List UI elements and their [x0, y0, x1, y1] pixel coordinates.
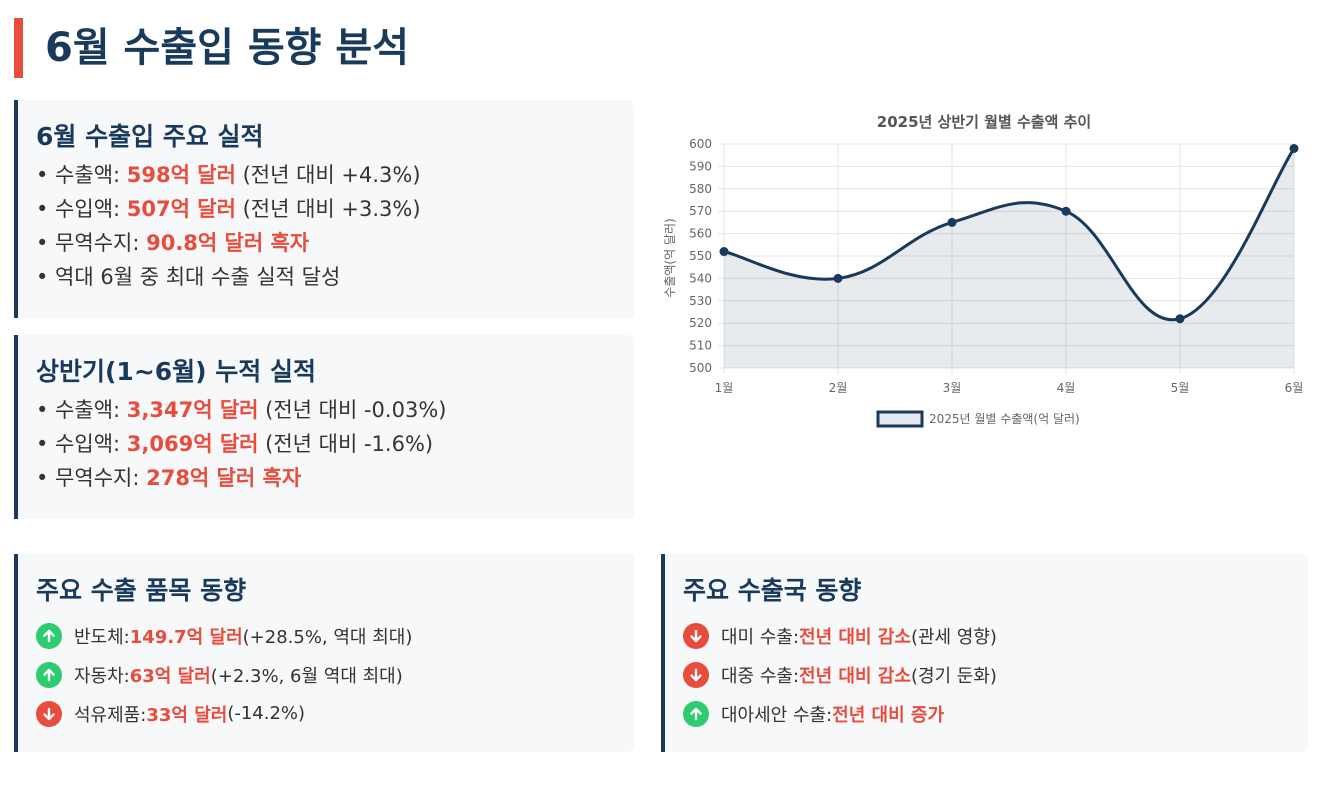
- list-item: • 수출액: 598억 달러 (전년 대비 +4.3%): [36, 163, 421, 187]
- card-heading: 주요 수출국 동향: [683, 576, 862, 605]
- arrow-up-icon: [36, 622, 62, 649]
- y-tick-label: 550: [689, 249, 712, 263]
- arrow-up-icon: [683, 700, 709, 727]
- arrow-down-icon: [683, 622, 709, 649]
- x-tick-label: 2월: [829, 381, 848, 395]
- y-tick-label: 570: [689, 204, 712, 218]
- x-tick-label: 5월: [1171, 381, 1190, 395]
- card-heading: 6월 수출입 주요 실적: [36, 122, 264, 151]
- half-year-card: 상반기(1~6월) 누적 실적 • 수출액: 3,347억 달러 (전년 대비 …: [14, 335, 634, 519]
- chart-area: [724, 148, 1294, 368]
- list-item: 대미 수출: 전년 대비 감소 (관세 영향): [683, 616, 1308, 655]
- x-tick-label: 1월: [715, 381, 734, 395]
- data-point: [1175, 314, 1185, 324]
- title-accent-bar: [14, 18, 23, 78]
- chart-points: [719, 143, 1299, 324]
- export-country-list: 대미 수출: 전년 대비 감소 (관세 영향) 대중 수출: 전년 대비 감소 …: [683, 616, 1308, 733]
- y-tick-label: 520: [689, 316, 712, 330]
- list-item: 대아세안 수출: 전년 대비 증가: [683, 694, 1308, 733]
- chart-svg: 2025년 상반기 월별 수출액 추이 500 510 520 530 540 550 56…: [663, 113, 1304, 428]
- chart-grid: [718, 143, 1295, 374]
- data-point: [719, 247, 729, 257]
- export-items-card: 주요 수출 품목 동향 반도체: 149.7억 달러 (+28.5%, 역대 최…: [14, 554, 634, 752]
- x-tick-label: 3월: [943, 381, 962, 395]
- june-stat-list: • 수출액: 598억 달러 (전년 대비 +4.3%) • 수입액: 507억…: [36, 158, 634, 294]
- x-tick-label: 4월: [1057, 381, 1076, 395]
- export-line-chart: 2025년 상반기 월별 수출액 추이 500 510 520 530 540 550 56…: [660, 104, 1308, 434]
- list-item: 자동차: 63억 달러 (+2.3%, 6월 역대 최대): [36, 655, 634, 694]
- half-stat-list: • 수출액: 3,347억 달러 (전년 대비 -0.03%) • 수입액: 3…: [36, 393, 634, 495]
- legend-swatch: [876, 410, 924, 428]
- list-item: 석유제품: 33억 달러 (-14.2%): [36, 694, 634, 733]
- list-item: • 역대 6월 중 최대 수출 실적 달성: [36, 265, 341, 289]
- legend-label: 2025년 월별 수출액(억 달러): [929, 412, 1080, 426]
- y-axis-label: 수출액(억 달러): [663, 218, 677, 297]
- series-area: [724, 148, 1294, 368]
- list-item: 반도체: 149.7억 달러 (+28.5%, 역대 최대): [36, 616, 634, 655]
- list-item: • 수입액: 3,069억 달러 (전년 대비 -1.6%): [36, 432, 434, 456]
- list-item: • 무역수지: 278억 달러 흑자: [36, 466, 302, 490]
- arrow-up-icon: [36, 661, 62, 688]
- y-tick-label: 530: [689, 294, 712, 308]
- data-point: [833, 273, 843, 283]
- arrow-down-icon: [36, 700, 62, 727]
- y-tick-label: 510: [689, 339, 712, 353]
- export-country-card: 주요 수출국 동향 대미 수출: 전년 대비 감소 (관세 영향) 대중 수출:…: [661, 554, 1308, 752]
- chart-title: 2025년 상반기 월별 수출액 추이: [877, 113, 1091, 131]
- y-tick-labels: 500 510 520 530 540 550 560 570 580 590 600: [689, 137, 712, 375]
- x-tick-label: 6월: [1285, 381, 1304, 395]
- card-heading: 주요 수출 품목 동향: [36, 576, 247, 605]
- arrow-down-icon: [683, 661, 709, 688]
- y-tick-label: 590: [689, 159, 712, 173]
- export-items-list: 반도체: 149.7억 달러 (+28.5%, 역대 최대) 자동차: 63억 …: [36, 616, 634, 733]
- list-item: 대중 수출: 전년 대비 감소 (경기 둔화): [683, 655, 1308, 694]
- x-tick-labels: 1월 2월 3월 4월 5월 6월: [715, 381, 1304, 395]
- card-heading: 상반기(1~6월) 누적 실적: [36, 357, 316, 386]
- y-tick-label: 600: [689, 137, 712, 151]
- list-item: • 수출액: 3,347억 달러 (전년 대비 -0.03%): [36, 398, 447, 422]
- list-item: • 무역수지: 90.8억 달러 흑자: [36, 231, 310, 255]
- y-tick-label: 560: [689, 227, 712, 241]
- data-point: [1061, 206, 1071, 216]
- page-title: 6월 수출입 동향 분석: [45, 25, 410, 71]
- june-performance-card: 6월 수출입 주요 실적 • 수출액: 598억 달러 (전년 대비 +4.3%…: [14, 100, 634, 318]
- data-point: [1289, 143, 1299, 153]
- y-tick-label: 580: [689, 182, 712, 196]
- chart-legend[interactable]: 2025년 월별 수출액(억 달러): [876, 410, 1080, 428]
- y-tick-label: 540: [689, 271, 712, 285]
- list-item: • 수입액: 507억 달러 (전년 대비 +3.3%): [36, 197, 421, 221]
- data-point: [947, 217, 957, 227]
- y-tick-label: 500: [689, 361, 712, 375]
